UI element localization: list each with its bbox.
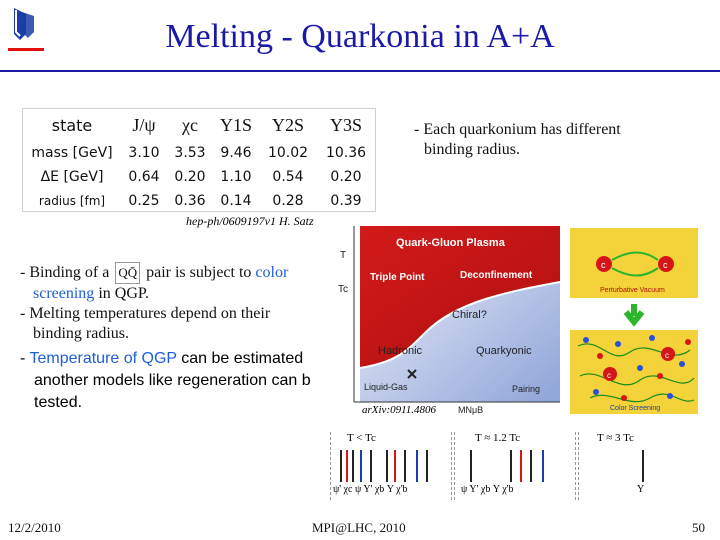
svg-text:c: c: [665, 351, 669, 360]
table-header-upsilon-1s: Υ1S: [219, 114, 252, 135]
mn-label: MN: [458, 405, 472, 415]
table-header-upsilon-3s: Υ3S: [329, 114, 362, 135]
svg-text:c: c: [663, 260, 668, 270]
axis-tc-label: Tc: [338, 284, 348, 295]
title-rule: [0, 70, 720, 72]
charm-quark-icon: [658, 256, 674, 272]
footer-venue: MPI@LHC, 2010: [312, 520, 406, 535]
qcd-phase-diagram: T Tc Quark-Gluon Plasma Triple Point Dec…: [338, 226, 561, 415]
table-cell: 0.20: [330, 169, 362, 185]
deconfinement-label: Deconfinement: [460, 270, 533, 281]
charm-quark-icon: [596, 256, 612, 272]
table-cell: 0.64: [128, 169, 160, 185]
table-cell: 0.28: [272, 193, 304, 209]
table-cell: 3.53: [174, 145, 206, 161]
qgp-label: Quark-Gluon Plasma: [396, 237, 506, 249]
table-cell: 0.20: [174, 169, 206, 185]
table-cell: 10.36: [325, 145, 367, 161]
svg-text:c: c: [601, 260, 606, 270]
table-cell: 0.39: [330, 193, 362, 209]
table-header-upsilon-2s: Υ2S: [271, 114, 304, 135]
down-arrow-icon: [623, 304, 645, 327]
quarkyonic-label: Quarkyonic: [476, 345, 532, 357]
table-row: mass [GeV] 3.10 3.53 9.46 10.02 10.36: [23, 141, 375, 165]
page-number: 50: [692, 520, 705, 535]
table-cell: 10.02: [267, 145, 309, 161]
charm-quark-icon: [661, 347, 675, 361]
table-header-state: state: [51, 115, 93, 135]
svg-text:c: c: [607, 371, 611, 380]
color-screening-illustration: c c Perturbative Vacuum c c Color Screen…: [570, 228, 698, 414]
liquid-gas-label: Liquid-Gas: [364, 382, 408, 392]
table-cell: 0.14: [220, 193, 252, 209]
triple-point-label: Triple Point: [370, 272, 425, 283]
table-cell: 0.25: [128, 193, 160, 209]
table-header-jpsi: J/ψ: [132, 114, 156, 135]
slide-title: Melting - Quarkonia in A+A: [165, 18, 555, 55]
charm-quark-icon: [603, 367, 617, 381]
spectral-panel-1: T < Tc ψ' χc ψ Υ' χb Υ χ'b: [330, 432, 452, 500]
bullet-1: - Binding of a QQ̄ pair is subject to co…: [20, 262, 340, 284]
row-label: mass [GeV]: [31, 145, 113, 161]
pairing-label: Pairing: [512, 384, 540, 394]
table-row: radius [fm] 0.25 0.36 0.14 0.28 0.39: [23, 189, 375, 213]
row-label: ΔE [GeV]: [40, 169, 104, 185]
spectral-panel-3: T ≈ 3 Tc Υ: [578, 432, 693, 500]
bullet-3: - Temperature of QGP can be estimated an…: [20, 350, 311, 411]
quarkonia-table: state J/ψ χc Υ1S Υ2S Υ3S mass [GeV] 3.10…: [22, 108, 376, 212]
qq-bar-label: QQ̄: [115, 262, 141, 284]
spectral-panels: T < Tc ψ' χc ψ Υ' χb Υ χ'b T ≈ 1.2 Tc ψ …: [330, 432, 694, 500]
table-cell: 0.36: [174, 193, 206, 209]
table-header-chic: χc: [182, 114, 198, 135]
right-note-line: - Each quarkonium has different: [414, 121, 621, 138]
chiral-label: Chiral?: [452, 309, 487, 321]
row-label: radius [fm]: [38, 194, 106, 208]
color-screening-caption: Color Screening: [610, 405, 660, 412]
university-logo: [8, 8, 44, 51]
table-reference: hep-ph/0609197v1 H. Satz: [186, 214, 314, 228]
table-cell: 0.54: [272, 169, 304, 185]
table-cell: 9.46: [220, 145, 252, 161]
perturbative-vacuum-caption: Perturbative Vacuum: [600, 287, 665, 294]
right-note: - Each quarkonium has different binding …: [414, 120, 621, 160]
critical-point-icon: [407, 369, 417, 379]
bullet-list: - Binding of a QQ̄ pair is subject to co…: [20, 262, 340, 344]
table-row: ΔE [GeV] 0.64 0.20 1.10 0.54 0.20: [23, 165, 375, 189]
hadronic-label: Hadronic: [378, 345, 423, 357]
axis-t-label: T: [340, 250, 346, 261]
right-note-line: binding radius.: [424, 141, 520, 158]
footer-date: 12/2/2010: [8, 520, 61, 535]
table-cell: 1.10: [220, 169, 252, 185]
mub-label: μB: [472, 405, 483, 415]
phase-diagram-reference: arXiv:0911.4806: [362, 404, 437, 416]
table-cell: 3.10: [128, 145, 160, 161]
bullet-2: - Melting temperatures depend on their: [20, 305, 271, 322]
spectral-panel-2: T ≈ 1.2 Tc ψ Υ' χb Υ χ'b: [454, 432, 576, 500]
